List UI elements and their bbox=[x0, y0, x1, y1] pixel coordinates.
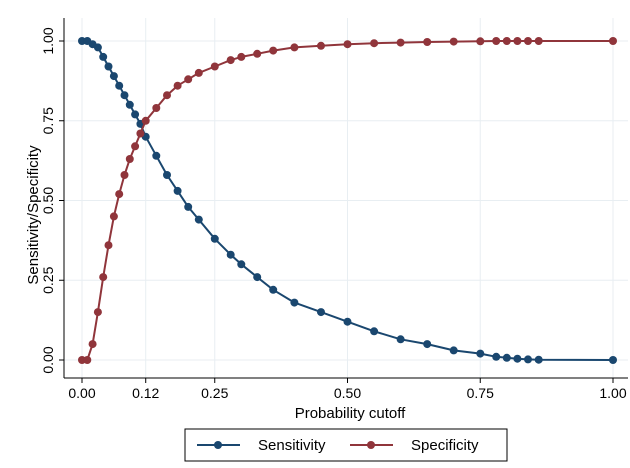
series-specificity-point bbox=[396, 38, 405, 47]
series-sensitivity-point bbox=[173, 186, 182, 195]
series-specificity-point bbox=[492, 37, 501, 45]
series-specificity-point bbox=[109, 212, 118, 221]
x-axis-title: Probability cutoff bbox=[295, 405, 406, 422]
series-sensitivity-point bbox=[210, 234, 219, 243]
series bbox=[78, 37, 617, 364]
ticks: 0.00 0.25 0.50 0.75 1.00 0.00 0.12 0.25 0.50 0.75… bbox=[40, 27, 627, 401]
series-specificity-point bbox=[173, 81, 182, 90]
series-specificity-point bbox=[609, 37, 617, 45]
series-sensitivity-point bbox=[343, 317, 352, 326]
series-specificity-point bbox=[449, 37, 458, 46]
series-specificity-point bbox=[269, 46, 278, 55]
series-sensitivity-point bbox=[131, 110, 140, 119]
legend-specificity-marker bbox=[367, 441, 375, 449]
series-specificity-point bbox=[513, 37, 522, 45]
legend-sensitivity-label: Sensitivity bbox=[258, 437, 326, 454]
x-tick-label: 0.25 bbox=[201, 385, 228, 401]
grid bbox=[64, 18, 628, 378]
series-specificity-point bbox=[131, 142, 140, 151]
series-sensitivity-point bbox=[115, 81, 124, 90]
series-sensitivity-point bbox=[109, 72, 118, 81]
legend: Sensitivity Specificity bbox=[184, 428, 508, 462]
series-sensitivity-point bbox=[524, 355, 532, 364]
series-specificity-point bbox=[99, 273, 108, 282]
series-sensitivity-point bbox=[513, 354, 522, 363]
y-tick-label: 0.75 bbox=[40, 107, 56, 134]
series-specificity-point bbox=[88, 340, 97, 349]
series-specificity-point bbox=[502, 37, 511, 45]
series-sensitivity-point bbox=[534, 355, 543, 364]
series-sensitivity-point bbox=[184, 202, 193, 211]
series-specificity-point bbox=[476, 37, 485, 46]
series-specificity-point bbox=[194, 68, 203, 77]
series-sensitivity-point bbox=[104, 62, 113, 71]
y-axis-title: Sensitivity/Specificity bbox=[25, 145, 42, 285]
series-sensitivity-point bbox=[492, 352, 501, 361]
legend-sensitivity-marker bbox=[214, 441, 222, 449]
series-specificity-point bbox=[141, 116, 150, 125]
legend-specificity-label: Specificity bbox=[411, 437, 479, 454]
series-specificity-point bbox=[115, 190, 124, 199]
series-specificity-point bbox=[184, 75, 193, 84]
series-sensitivity-point bbox=[163, 171, 171, 179]
series-specificity-point bbox=[370, 39, 379, 48]
series-specificity-point bbox=[534, 37, 543, 45]
series-specificity-point bbox=[290, 43, 299, 52]
series-sensitivity-point bbox=[194, 215, 203, 224]
series-specificity-point bbox=[152, 104, 161, 112]
series-specificity-point bbox=[253, 49, 262, 58]
x-tick-label: 0.50 bbox=[334, 385, 361, 401]
series-specificity-point bbox=[83, 356, 92, 364]
series-sensitivity-point bbox=[226, 250, 235, 259]
x-tick-label: 0.75 bbox=[467, 385, 494, 401]
series-sensitivity-point bbox=[237, 260, 246, 269]
series-specificity-point bbox=[237, 52, 246, 61]
series-sensitivity-point bbox=[449, 346, 458, 355]
series-specificity-point bbox=[226, 56, 235, 65]
series-sensitivity-point bbox=[476, 349, 485, 358]
series-sensitivity-point bbox=[269, 285, 278, 294]
series-specificity-point bbox=[125, 155, 134, 163]
y-tick-label: 0.00 bbox=[40, 346, 56, 373]
series-sensitivity-point bbox=[317, 308, 325, 317]
y-tick-label: 1.00 bbox=[40, 27, 56, 54]
series-sensitivity-point bbox=[120, 91, 129, 100]
series-specificity-point bbox=[163, 91, 171, 100]
x-tick-label: 0.12 bbox=[132, 385, 159, 401]
series-specificity-point bbox=[317, 41, 325, 50]
series-sensitivity-point bbox=[93, 43, 102, 52]
series-specificity-point bbox=[136, 129, 145, 138]
y-tick-label: 0.25 bbox=[40, 266, 56, 293]
series-sensitivity-point bbox=[125, 100, 134, 109]
series-sensitivity-point bbox=[253, 273, 262, 282]
series-sensitivity-point bbox=[502, 353, 511, 362]
series-sensitivity-point bbox=[423, 340, 432, 349]
series-specificity-point bbox=[104, 241, 113, 250]
series-sensitivity-point bbox=[370, 327, 379, 336]
series-sensitivity-point bbox=[99, 52, 108, 61]
x-tick-label: 1.00 bbox=[599, 385, 626, 401]
series-sensitivity-point bbox=[152, 151, 161, 160]
x-tick-label: 0.00 bbox=[68, 385, 95, 401]
series-specificity-point bbox=[343, 40, 352, 49]
series-specificity-point bbox=[423, 38, 432, 46]
series-sensitivity-point bbox=[609, 356, 617, 364]
series-specificity-point bbox=[93, 308, 102, 317]
y-tick-label: 0.50 bbox=[40, 187, 56, 214]
series-specificity-point bbox=[210, 62, 219, 71]
series-sensitivity-point bbox=[396, 335, 405, 344]
series-specificity-point bbox=[524, 37, 532, 45]
series-specificity-point bbox=[120, 171, 129, 179]
series-sensitivity-point bbox=[290, 298, 299, 307]
